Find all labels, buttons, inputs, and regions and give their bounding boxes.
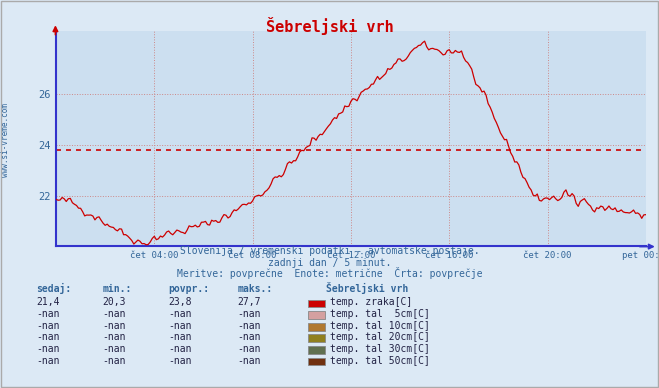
Text: -nan: -nan [36, 332, 60, 342]
Text: -nan: -nan [237, 332, 261, 342]
Text: -nan: -nan [36, 355, 60, 365]
Text: 20,3: 20,3 [102, 297, 126, 307]
Text: -nan: -nan [237, 344, 261, 354]
Text: -nan: -nan [36, 320, 60, 331]
Text: -nan: -nan [102, 320, 126, 331]
Text: temp. zraka[C]: temp. zraka[C] [330, 297, 412, 307]
Text: -nan: -nan [36, 309, 60, 319]
Text: -nan: -nan [168, 355, 192, 365]
Text: zadnji dan / 5 minut.: zadnji dan / 5 minut. [268, 258, 391, 268]
Text: 23,8: 23,8 [168, 297, 192, 307]
Text: Slovenija / vremenski podatki - avtomatske postaje.: Slovenija / vremenski podatki - avtomats… [180, 246, 479, 256]
Text: -nan: -nan [36, 344, 60, 354]
Text: -nan: -nan [237, 309, 261, 319]
Text: Meritve: povprečne  Enote: metrične  Črta: povprečje: Meritve: povprečne Enote: metrične Črta:… [177, 267, 482, 279]
Text: 21,4: 21,4 [36, 297, 60, 307]
Text: -nan: -nan [237, 320, 261, 331]
Text: temp. tal 30cm[C]: temp. tal 30cm[C] [330, 344, 430, 354]
Text: -nan: -nan [168, 344, 192, 354]
Text: maks.:: maks.: [237, 284, 272, 294]
Text: -nan: -nan [102, 344, 126, 354]
Text: -nan: -nan [168, 332, 192, 342]
Text: -nan: -nan [102, 332, 126, 342]
Text: temp. tal 20cm[C]: temp. tal 20cm[C] [330, 332, 430, 342]
Text: -nan: -nan [102, 355, 126, 365]
Text: temp. tal  5cm[C]: temp. tal 5cm[C] [330, 309, 430, 319]
Text: temp. tal 50cm[C]: temp. tal 50cm[C] [330, 355, 430, 365]
Text: www.si-vreme.com: www.si-vreme.com [1, 103, 10, 177]
Text: povpr.:: povpr.: [168, 284, 209, 294]
Text: -nan: -nan [237, 355, 261, 365]
Text: -nan: -nan [168, 309, 192, 319]
Text: min.:: min.: [102, 284, 132, 294]
Text: 27,7: 27,7 [237, 297, 261, 307]
Text: temp. tal 10cm[C]: temp. tal 10cm[C] [330, 320, 430, 331]
Text: -nan: -nan [102, 309, 126, 319]
Text: Šebreljski vrh: Šebreljski vrh [326, 282, 409, 294]
Text: sedaj:: sedaj: [36, 283, 71, 294]
Text: -nan: -nan [168, 320, 192, 331]
Text: Šebreljski vrh: Šebreljski vrh [266, 17, 393, 35]
